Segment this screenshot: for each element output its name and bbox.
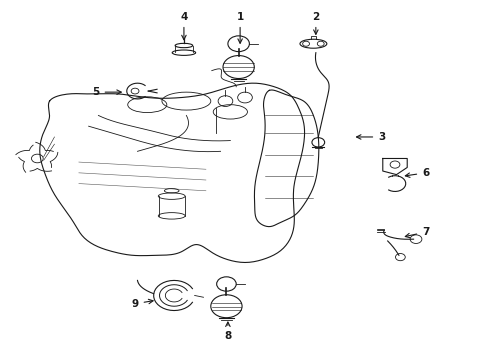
Text: 6: 6 (405, 168, 429, 178)
Text: 3: 3 (357, 132, 386, 142)
Text: 2: 2 (312, 12, 319, 34)
Text: 9: 9 (131, 299, 153, 309)
Text: 4: 4 (180, 12, 188, 40)
Text: 5: 5 (92, 87, 121, 97)
Text: 1: 1 (237, 12, 244, 43)
Text: 8: 8 (224, 322, 231, 341)
Text: 7: 7 (405, 227, 429, 238)
